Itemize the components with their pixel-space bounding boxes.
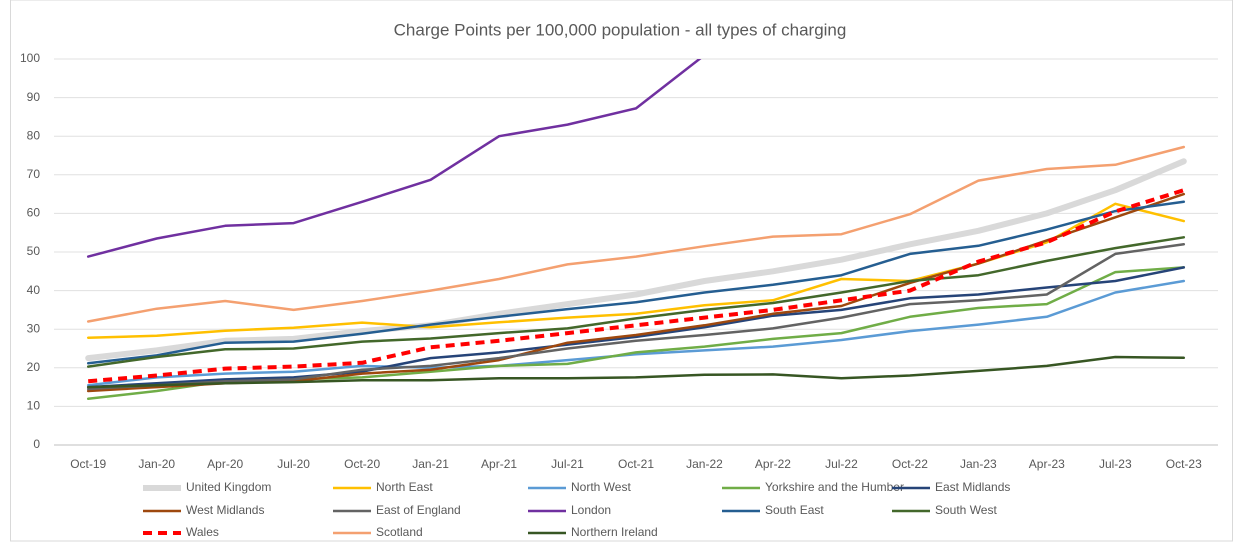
x-tick-label: Apr-22	[755, 457, 791, 471]
y-tick-label: 50	[27, 244, 41, 258]
x-tick-label: Oct-19	[70, 457, 106, 471]
x-tick-label: Jan-20	[138, 457, 175, 471]
x-tick-label: Jan-22	[686, 457, 723, 471]
legend-label: North East	[376, 480, 433, 494]
y-tick-label: 70	[27, 167, 41, 181]
legend-label: London	[571, 503, 611, 517]
legend-label: North West	[571, 480, 631, 494]
x-tick-label: Apr-20	[207, 457, 243, 471]
plot	[85, 59, 1187, 400]
series-line	[86, 145, 1186, 323]
y-tick-label: 40	[27, 283, 41, 297]
x-tick-label: Oct-23	[1166, 457, 1202, 471]
legend-label: South East	[765, 503, 824, 517]
y-tick-label: 20	[27, 360, 41, 374]
y-tick-label: 80	[27, 128, 41, 142]
y-tick-label: 0	[33, 437, 40, 451]
y-tick-label: 30	[27, 321, 41, 335]
x-tick-label: Apr-21	[481, 457, 517, 471]
series-line	[86, 200, 1186, 365]
legend-label: West Midlands	[186, 503, 264, 517]
y-tick-label: 60	[27, 206, 41, 220]
legend-label: United Kingdom	[186, 480, 271, 494]
y-tick-label: 90	[27, 90, 41, 104]
x-tick-label: Jul-22	[825, 457, 858, 471]
x-tick-label: Oct-20	[344, 457, 380, 471]
series-line	[86, 266, 1186, 389]
legend-label: East of England	[376, 503, 461, 517]
legend-label: East Midlands	[935, 480, 1010, 494]
legend-label: Scotland	[376, 525, 423, 539]
x-tick-label: Oct-22	[892, 457, 928, 471]
series-line	[86, 236, 1186, 368]
series-line	[86, 243, 1186, 391]
series-line	[86, 355, 1186, 389]
x-tick-label: Jul-20	[277, 457, 310, 471]
legend-label: Northern Ireland	[571, 525, 658, 539]
x-tick-label: Apr-23	[1029, 457, 1065, 471]
legend: United Kingdom North East North West Yorksh…	[143, 480, 1010, 539]
grid: 0 10 20 30 40 50 60 70 80 90 100 Oct-19 Jan-20 Apr-20…	[20, 51, 1218, 471]
x-tick-label: Jan-21	[412, 457, 449, 471]
series-line	[85, 158, 1187, 362]
series-line	[86, 279, 1186, 387]
x-tick-label: Jan-23	[960, 457, 997, 471]
y-tick-label: 100	[20, 51, 40, 65]
x-tick-label: Jul-23	[1099, 457, 1132, 471]
chart-title: Charge Points per 100,000 population - a…	[394, 20, 847, 39]
x-tick-label: Oct-21	[618, 457, 654, 471]
legend-label: Wales	[186, 525, 219, 539]
legend-label: South West	[935, 503, 997, 517]
x-tick-label: Jul-21	[551, 457, 584, 471]
series-line	[86, 59, 702, 258]
legend-label: Yorkshire and the Humber	[765, 480, 904, 494]
series-line	[88, 188, 1185, 384]
y-tick-label: 10	[27, 399, 41, 413]
